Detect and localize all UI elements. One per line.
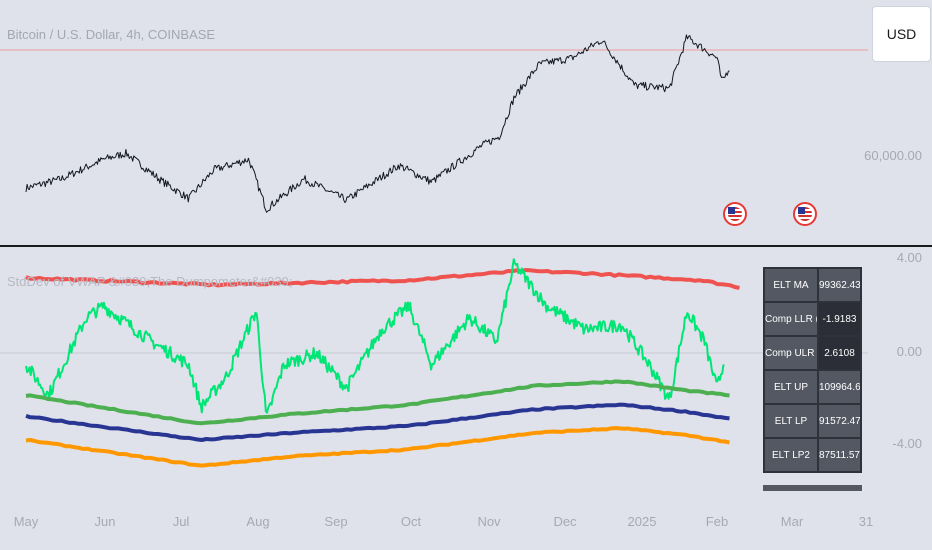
price-series-line-0 bbox=[25, 34, 730, 213]
table-row: ELT LP2 87511.5732 bbox=[765, 439, 860, 471]
table-value: 91572.4777 bbox=[819, 405, 860, 437]
time-axis-label: Nov bbox=[477, 514, 501, 529]
time-axis-label: Aug bbox=[246, 514, 270, 529]
indicator-axis-label: 0.00 bbox=[896, 344, 922, 359]
price-axis-label: 60,000.00 bbox=[864, 148, 922, 163]
indicator-series-line-1 bbox=[25, 258, 725, 414]
indicator-axis-label: 4.00 bbox=[896, 250, 922, 265]
table-row: ELT MA 99362.4383 bbox=[765, 269, 860, 301]
us-flag-icon[interactable] bbox=[793, 202, 817, 226]
us-flag-icon[interactable] bbox=[723, 202, 747, 226]
table-key: ELT LP bbox=[765, 405, 817, 437]
symbol-title: Bitcoin / U.S. Dollar, 4h, COINBASE bbox=[7, 27, 216, 42]
table-row: Comp ULR (std) 2.6108 bbox=[765, 337, 860, 369]
table-key: Comp LLR (std) bbox=[765, 303, 817, 335]
table-key: ELT UP bbox=[765, 371, 817, 403]
table-value: 2.6108 bbox=[819, 337, 860, 369]
table-value: 99362.4383 bbox=[819, 269, 860, 301]
time-axis-label: May bbox=[13, 514, 39, 529]
table-tail bbox=[763, 485, 862, 491]
table-key: ELT LP2 bbox=[765, 439, 817, 471]
time-axis-label: 31 bbox=[858, 514, 874, 529]
table-value: -1.9183 bbox=[819, 303, 860, 335]
time-axis-label: Sep bbox=[324, 514, 348, 529]
table-row: ELT UP 109964.6301 bbox=[765, 371, 860, 403]
time-axis-label: Oct bbox=[400, 514, 422, 529]
table-row: Comp LLR (std) -1.9183 bbox=[765, 303, 860, 335]
time-axis-label: Dec bbox=[553, 514, 577, 529]
stats-table: ELT MA 99362.4383 Comp LLR (std) -1.9183… bbox=[763, 267, 862, 473]
table-key: ELT MA bbox=[765, 269, 817, 301]
table-key: Comp ULR (std) bbox=[765, 337, 817, 369]
time-axis-label: Feb bbox=[705, 514, 729, 529]
time-axis-label: Jul bbox=[172, 514, 190, 529]
time-axis-label: Mar bbox=[780, 514, 804, 529]
time-axis-label: 2025 bbox=[627, 514, 657, 529]
indicator-series-line-0 bbox=[25, 268, 740, 290]
indicator-series-line-2 bbox=[25, 379, 730, 426]
indicator-series-line-3 bbox=[25, 402, 730, 442]
indicator-series-line-4 bbox=[25, 426, 730, 468]
indicator-axis-label: -4.00 bbox=[892, 436, 922, 451]
currency-button[interactable]: USD bbox=[872, 6, 931, 62]
indicator-title: StdDev of VWAP &#039;The Dumpometer&#039… bbox=[7, 274, 293, 289]
time-axis-label: Jun bbox=[94, 514, 116, 529]
table-value: 109964.6301 bbox=[819, 371, 860, 403]
table-value: 87511.5732 bbox=[819, 439, 860, 471]
table-row: ELT LP 91572.4777 bbox=[765, 405, 860, 437]
